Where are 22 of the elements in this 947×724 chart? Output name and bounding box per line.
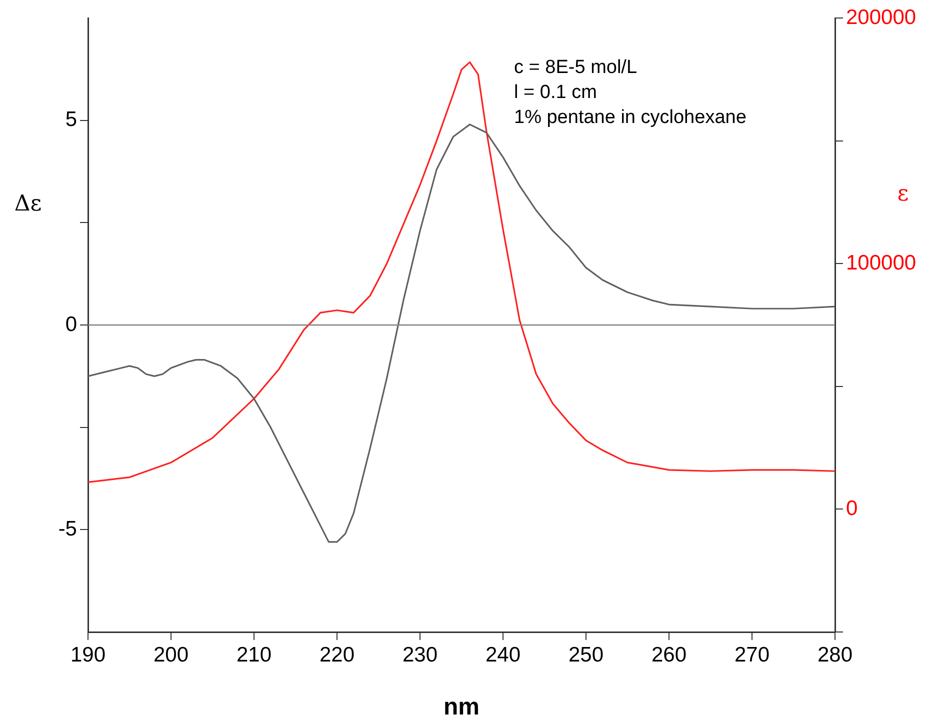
x-tick-label: 250 bbox=[568, 643, 604, 666]
x-tick-label: 230 bbox=[402, 643, 438, 666]
x-axis-title: nm bbox=[444, 694, 480, 721]
x-tick-label: 220 bbox=[319, 643, 355, 666]
y-tick-label: 0 bbox=[65, 312, 77, 336]
x-tick-label: 190 bbox=[70, 643, 106, 666]
annotation: l = 0.1 cm bbox=[514, 82, 597, 104]
y-tick-label: -5 bbox=[58, 517, 77, 540]
x-tick-label: 280 bbox=[817, 643, 853, 666]
y2-tick-label: 100000 bbox=[846, 251, 916, 274]
annotation: 1% pentane in cyclohexane bbox=[514, 107, 746, 128]
annotation: c = 8E-5 mol/L bbox=[514, 57, 638, 78]
x-tick-label: 240 bbox=[485, 643, 521, 666]
x-tick-label: 200 bbox=[153, 643, 189, 666]
y2-tick-label: 200000 bbox=[846, 6, 916, 29]
x-tick-label: 210 bbox=[236, 643, 272, 666]
y2-axis-title: ε bbox=[897, 182, 909, 207]
y-axis-title: Δε bbox=[14, 192, 42, 217]
x-tick-label: 270 bbox=[734, 643, 770, 666]
x-tick-label: 260 bbox=[651, 643, 687, 666]
y2-tick-label: 0 bbox=[846, 496, 858, 520]
y-tick-label: 5 bbox=[65, 108, 77, 132]
